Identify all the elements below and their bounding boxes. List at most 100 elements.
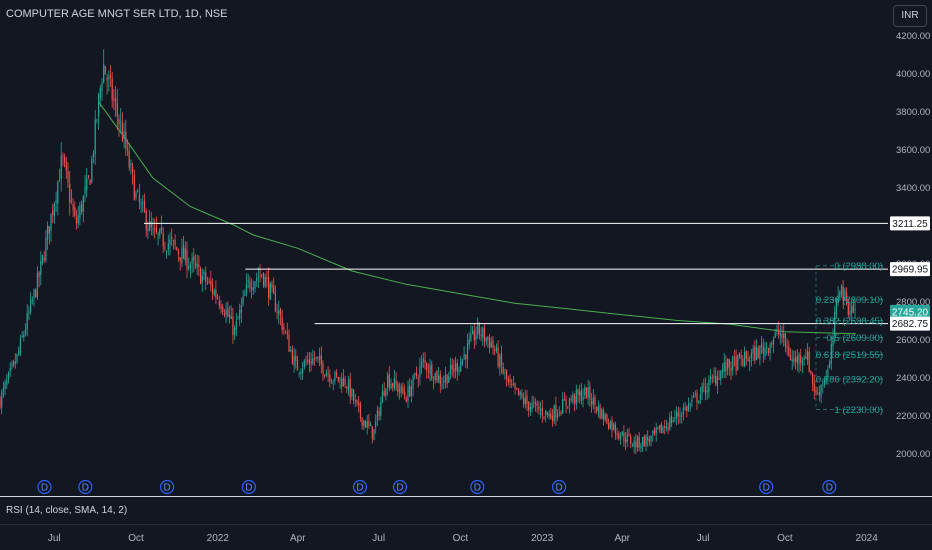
candle-body-59 [99,87,101,98]
candle-body-70 [118,119,120,125]
candle-body-426 [723,362,725,372]
candle-body-465 [789,355,792,360]
candle-body-150 [254,281,256,289]
currency-button[interactable]: INR [893,5,927,27]
candle-body-130 [220,304,222,309]
candle-body-195 [330,382,333,384]
candle-body-293 [497,347,499,366]
candle-body-26 [43,257,45,261]
dividend-marker-6 [470,479,485,495]
candle-body-438 [744,351,746,367]
candle-body-281 [477,321,479,334]
candle-body-245 [415,372,418,377]
candle-body-8 [13,361,15,365]
candle-body-213 [361,417,363,426]
candle-body-66 [111,79,113,101]
candle-body-95 [160,226,163,231]
candle-body-401 [681,415,683,417]
candle-body-77 [130,163,132,166]
candle-body-84 [142,202,144,204]
x-tick-4: Jul [372,533,385,544]
candle-body-17 [28,311,30,313]
candle-body-351 [596,406,598,411]
candle-body-423 [718,378,720,380]
candle-body-15 [24,329,27,335]
candle-body-99 [167,243,169,250]
candle-body-482 [818,391,820,395]
candle-body-48 [81,204,83,212]
x-tick-7: Apr [614,533,630,544]
candle-body-460 [781,334,783,339]
candle-body-457 [776,328,778,332]
candle-body-225 [381,391,384,403]
candle-body-30 [50,213,52,231]
candle-body-394 [669,417,671,430]
dividend-marker-label-3: D [245,483,252,494]
candle-body-429 [728,358,730,368]
candle-body-490 [832,336,834,347]
candle-body-231 [392,383,394,387]
candle-body-29 [48,226,50,234]
candle-body-321 [545,410,547,416]
candle-body-378 [642,437,644,446]
candle-body-484 [822,384,824,387]
candle-body-14 [23,334,25,338]
candle-body-34 [57,181,59,204]
candle-body-118 [200,268,202,285]
candle-body-65 [109,74,112,79]
candle-body-164 [278,310,280,314]
dividend-marker-label-9: D [826,483,833,494]
candle-body-384 [652,431,654,435]
y-tick-7: 3400.00 [896,183,930,194]
dividend-marker-3 [241,479,256,495]
candle-body-437 [742,358,744,366]
candle-body-391 [664,426,666,428]
candle-body-432 [733,357,735,359]
candle-body-452 [767,348,769,353]
dividend-marker-9 [822,479,837,495]
candle-body-435 [738,353,741,356]
candle-body-372 [631,445,633,446]
candle-body-277 [470,333,472,341]
candle-body-100 [169,239,171,245]
candle-body-387 [657,427,659,429]
candle-body-410 [696,392,698,403]
candle-body-399 [677,412,679,417]
candle-body-360 [611,420,613,431]
candle-body-477 [810,370,812,374]
sma-line [98,101,857,335]
candle-body-499 [847,303,849,315]
candle-body-416 [706,390,708,392]
candle-body-334 [567,406,569,408]
candle-body-376 [638,437,640,448]
dividend-marker-label-0: D [41,483,48,494]
candle-body-313 [531,403,533,410]
candle-body-264 [448,376,450,383]
candle-body-362 [614,424,616,434]
candle-body-496 [842,286,844,301]
candle-body-45 [75,217,78,224]
candle-body-440 [747,357,749,361]
candle-body-58 [98,94,100,117]
candle-body-198 [336,372,338,376]
candle-body-31 [52,210,54,215]
candle-body-320 [543,416,545,418]
candle-body-326 [553,405,555,422]
candle-body-62 [104,66,106,75]
candle-body-178 [302,368,304,373]
x-tick-5: Oct [453,533,469,544]
dividend-marker-label-5: D [396,483,403,494]
candle-body-363 [616,433,618,435]
candle-body-40 [67,171,69,183]
candle-body-205 [347,380,350,390]
dividend-marker-1 [78,479,93,495]
candle-body-146 [247,280,249,282]
candle-body-41 [69,183,71,204]
price-tag-2: 2745.20 [892,307,929,318]
candle-body-319 [541,407,543,416]
candle-body-325 [551,415,554,421]
candle-body-184 [312,358,314,364]
x-tick-6: 2023 [531,533,554,544]
candle-body-389 [660,424,662,434]
